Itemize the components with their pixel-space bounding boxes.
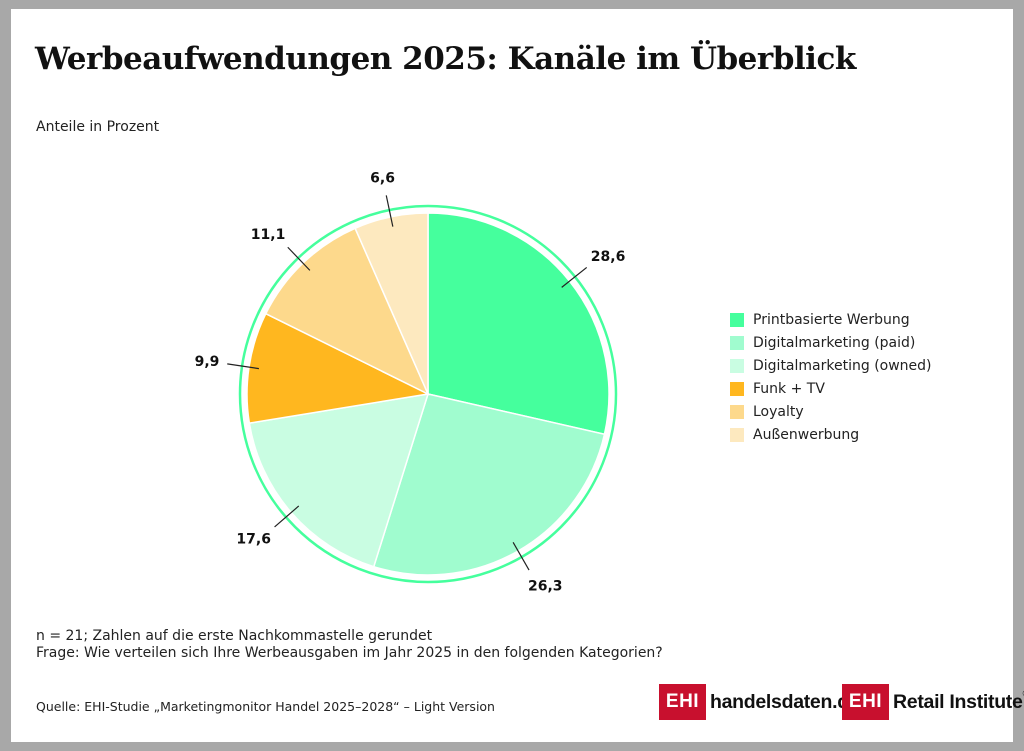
handelsdaten-logo[interactable]: EHI handelsdaten.de <box>659 684 860 720</box>
registered-mark: ® <box>1023 691 1024 698</box>
legend-label: Außenwerbung <box>753 426 860 443</box>
handelsdaten-logo-text: handelsdaten.de <box>710 690 860 713</box>
legend-swatch <box>730 427 744 442</box>
chart-subtitle: Anteile in Prozent <box>36 119 160 135</box>
leader-line <box>385 195 394 227</box>
legend-swatch <box>730 335 744 350</box>
legend-item: Funk + TV <box>730 377 932 400</box>
ehi-logo-box: EHI <box>659 684 706 720</box>
data-label: 9,9 <box>195 354 220 370</box>
page-title: Werbeaufwendungen 2025: Kanäle im Überbl… <box>35 41 856 77</box>
data-label: 26,3 <box>528 579 563 595</box>
legend-item: Digitalmarketing (paid) <box>730 331 932 354</box>
data-label: 28,6 <box>591 249 626 265</box>
data-label: 6,6 <box>370 171 395 187</box>
leader-line <box>274 505 300 528</box>
leader-line <box>561 266 588 288</box>
retail-institute-text: Retail Institute <box>893 690 1023 713</box>
sample-size-note: n = 21; Zahlen auf die erste Nachkommast… <box>36 628 433 644</box>
legend-label: Loyalty <box>753 403 804 420</box>
ehi-retail-institute-logo[interactable]: EHI Retail Institute® <box>842 684 1024 720</box>
legend-item: Außenwerbung <box>730 423 932 446</box>
leader-line <box>287 246 311 271</box>
source-note: Quelle: EHI-Studie „Marketingmonitor Han… <box>36 699 495 714</box>
ehi-logo-box: EHI <box>842 684 889 720</box>
legend-label: Digitalmarketing (paid) <box>753 334 916 351</box>
chart-legend: Printbasierte Werbung Digitalmarketing (p… <box>730 308 932 446</box>
pie-chart: 28,6 26,3 17,6 9,9 11,1 6,6 <box>195 171 626 595</box>
legend-swatch <box>730 381 744 396</box>
data-label: 17,6 <box>236 532 271 548</box>
legend-label: Digitalmarketing (owned) <box>753 357 932 374</box>
legend-label: Funk + TV <box>753 380 825 397</box>
legend-label: Printbasierte Werbung <box>753 311 910 328</box>
data-label: 11,1 <box>251 227 286 243</box>
legend-item: Digitalmarketing (owned) <box>730 354 932 377</box>
question-note: Frage: Wie verteilen sich Ihre Werbeausg… <box>36 645 663 661</box>
legend-swatch <box>730 358 744 373</box>
legend-swatch <box>730 404 744 419</box>
legend-item: Loyalty <box>730 400 932 423</box>
leader-line <box>227 363 259 370</box>
chart-notes: n = 21; Zahlen auf die erste Nachkommast… <box>36 628 663 662</box>
retail-institute-logo-text: Retail Institute® <box>893 691 1024 714</box>
legend-item: Printbasierte Werbung <box>730 308 932 331</box>
legend-swatch <box>730 312 744 327</box>
leader-line <box>512 542 530 571</box>
chart-card: Werbeaufwendungen 2025: Kanäle im Überbl… <box>11 9 1024 742</box>
pie-outer-ring <box>238 204 618 584</box>
